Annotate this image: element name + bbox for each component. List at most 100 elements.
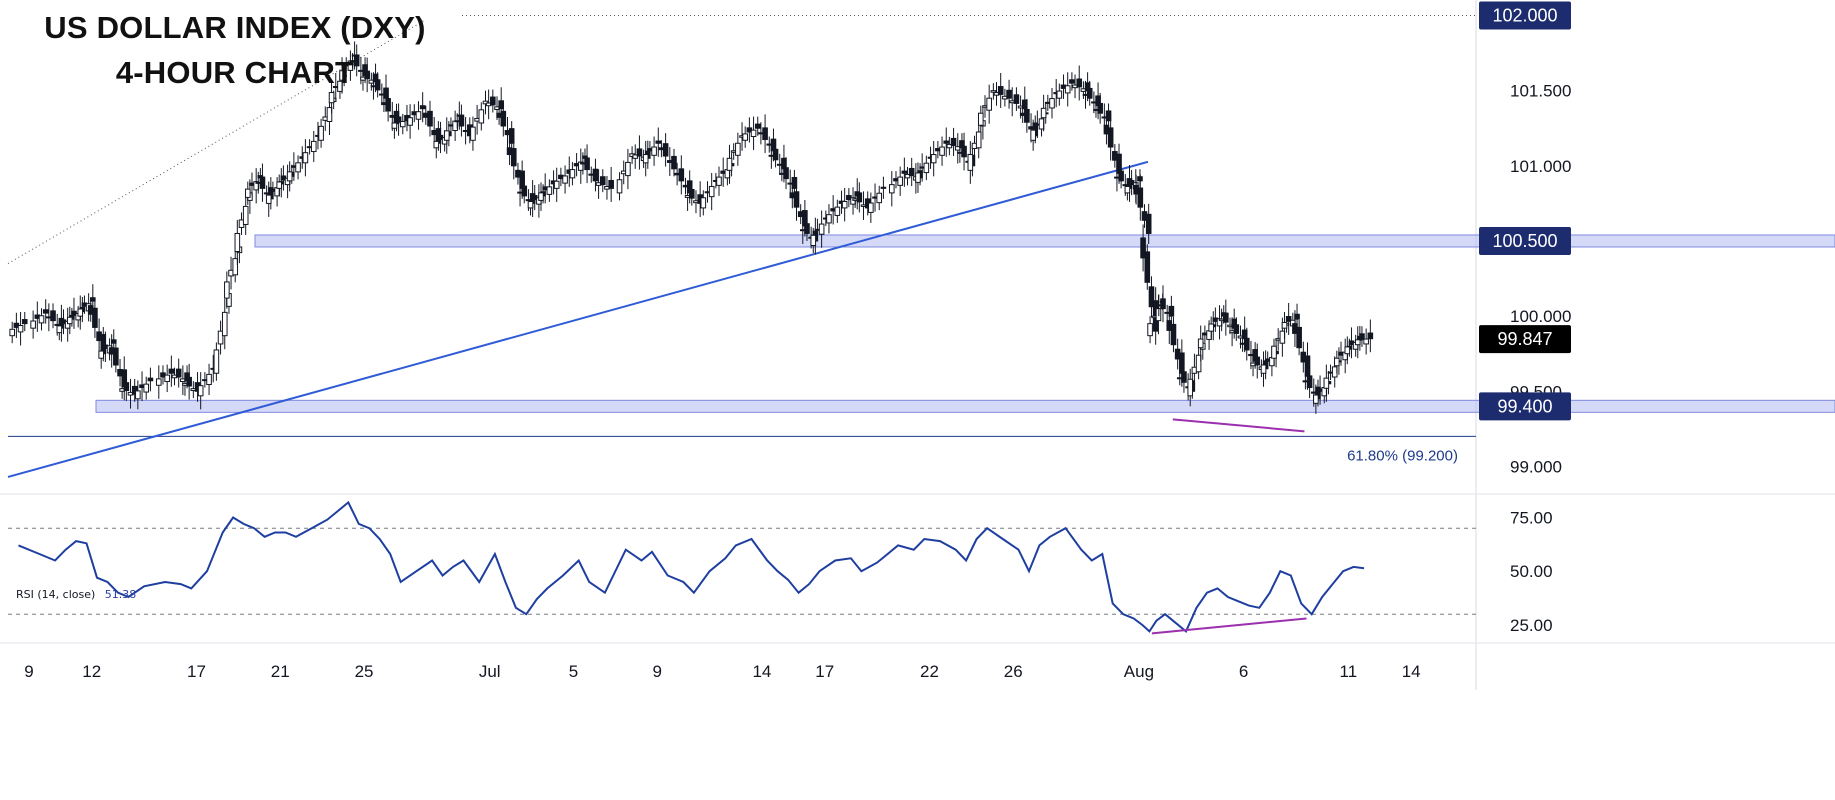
down-candle bbox=[510, 148, 517, 167]
up-candle bbox=[553, 180, 560, 189]
price-tick-101.500: 101.500 bbox=[1510, 82, 1571, 101]
up-candle bbox=[939, 146, 945, 156]
up-candle bbox=[625, 161, 631, 177]
down-candle bbox=[521, 185, 528, 197]
time-tick-6: 6 bbox=[1239, 662, 1248, 681]
time-tick-22: 22 bbox=[920, 662, 939, 681]
up-candle bbox=[904, 173, 911, 179]
up-candle bbox=[276, 181, 283, 189]
up-candle bbox=[975, 131, 982, 149]
up-candle bbox=[1030, 129, 1036, 141]
up-candle bbox=[286, 171, 293, 182]
rsi-tick-25: 25.00 bbox=[1510, 616, 1553, 635]
up-candle bbox=[9, 328, 15, 337]
up-candle bbox=[295, 162, 301, 173]
price-tick-99.000: 99.000 bbox=[1510, 457, 1562, 476]
down-candle bbox=[259, 176, 266, 189]
down-candle bbox=[1148, 286, 1155, 308]
up-candle bbox=[1354, 339, 1361, 346]
up-candle bbox=[538, 192, 544, 201]
down-candle bbox=[1296, 326, 1302, 349]
down-candle bbox=[688, 189, 695, 199]
time-tick-Jul: Jul bbox=[479, 662, 501, 681]
up-candle bbox=[310, 140, 317, 153]
down-candle bbox=[1024, 108, 1030, 123]
time-axis: 9 12 17 21 25 Jul 5 9 14 17 22 26 Aug 6 11 14 bbox=[24, 662, 1420, 681]
up-candle bbox=[967, 154, 974, 171]
up-candle bbox=[470, 126, 476, 141]
down-candle bbox=[1006, 89, 1012, 99]
down-candle bbox=[1254, 356, 1261, 366]
up-candle bbox=[302, 152, 309, 164]
down-candle bbox=[1285, 316, 1292, 322]
up-candle bbox=[433, 140, 440, 149]
down-candle bbox=[1069, 79, 1075, 84]
up-candle bbox=[742, 133, 748, 141]
up-candle bbox=[888, 184, 895, 194]
up-candle bbox=[834, 206, 841, 216]
time-tick-14: 14 bbox=[752, 662, 771, 681]
up-candle bbox=[826, 214, 832, 224]
up-candle bbox=[841, 201, 848, 209]
up-candle bbox=[915, 172, 921, 183]
down-candle bbox=[395, 116, 402, 123]
time-tick-26: 26 bbox=[1004, 662, 1023, 681]
down-candle bbox=[385, 98, 391, 112]
projection-dotted-line bbox=[7, 19, 426, 264]
up-candle bbox=[1124, 185, 1131, 194]
up-candle bbox=[1271, 345, 1277, 359]
up-candle bbox=[197, 385, 204, 397]
up-candle bbox=[482, 100, 489, 105]
down-candle bbox=[1306, 375, 1313, 389]
up-candle bbox=[716, 176, 722, 186]
down-candle bbox=[1086, 87, 1093, 99]
down-candle bbox=[113, 347, 119, 366]
up-candle bbox=[642, 154, 649, 164]
up-candle bbox=[224, 281, 230, 299]
down-candle bbox=[856, 192, 863, 203]
up-candle bbox=[221, 311, 228, 337]
up-candle bbox=[1049, 98, 1055, 109]
time-tick-Aug: Aug bbox=[1124, 662, 1154, 681]
fib-61-8-label: 61.80% (99.200) bbox=[1347, 447, 1458, 464]
time-tick-14: 14 bbox=[1402, 662, 1421, 681]
up-candle bbox=[1197, 338, 1204, 349]
up-candle bbox=[700, 197, 707, 209]
up-candle bbox=[217, 330, 224, 345]
down-candle bbox=[1097, 102, 1103, 114]
up-candle bbox=[1260, 364, 1267, 374]
up-candle bbox=[1208, 323, 1214, 332]
down-candle bbox=[804, 223, 810, 234]
up-candle bbox=[1195, 354, 1202, 373]
down-candle bbox=[42, 309, 49, 314]
rsi-line bbox=[18, 500, 1365, 634]
up-candle bbox=[244, 188, 251, 198]
up-candle bbox=[155, 378, 162, 386]
price-divergence-line bbox=[1172, 418, 1305, 433]
down-candle bbox=[419, 105, 426, 110]
down-candle bbox=[671, 155, 677, 170]
up-candle bbox=[1056, 90, 1063, 99]
down-candle bbox=[1223, 312, 1229, 323]
up-candle bbox=[527, 201, 534, 209]
up-candle bbox=[478, 109, 485, 124]
up-candle bbox=[98, 350, 104, 359]
down-candle bbox=[186, 376, 192, 387]
down-candle bbox=[1233, 324, 1240, 334]
up-candle bbox=[651, 146, 657, 156]
down-candle bbox=[762, 127, 768, 141]
up-candle bbox=[946, 143, 953, 149]
up-candle bbox=[66, 316, 73, 325]
up-candle bbox=[30, 320, 36, 329]
up-candle bbox=[1334, 357, 1340, 367]
down-candle bbox=[754, 123, 761, 129]
down-candle bbox=[1107, 127, 1114, 148]
support-resistance-zones bbox=[95, 234, 1835, 413]
down-candle bbox=[636, 148, 643, 157]
reference-lines: 61.80% (99.200) bbox=[7, 15, 1476, 478]
rsi-panel bbox=[8, 500, 1476, 635]
down-candle bbox=[168, 368, 175, 374]
up-candle bbox=[265, 194, 272, 204]
down-candle bbox=[1181, 371, 1187, 383]
